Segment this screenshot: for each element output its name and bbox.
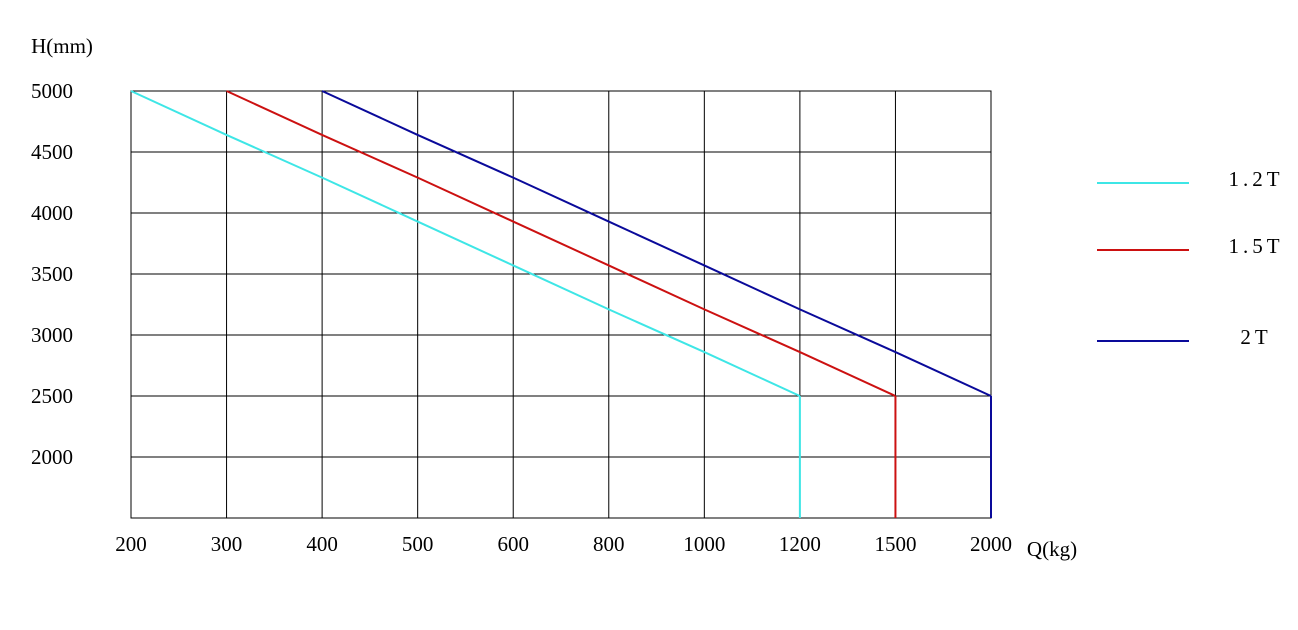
y-tick-label: 2500 (31, 384, 73, 408)
y-tick-label: 5000 (31, 79, 73, 103)
x-tick-label: 2000 (970, 532, 1012, 556)
x-tick-label: 600 (497, 532, 529, 556)
series-line (321, 90, 992, 397)
x-tick-label: 1200 (779, 532, 821, 556)
x-tick-label: 500 (402, 532, 434, 556)
legend-label: 1.5T (1228, 234, 1283, 258)
y-tick-label: 4500 (31, 140, 73, 164)
series-line (130, 90, 801, 397)
y-tick-label: 2000 (31, 445, 73, 469)
x-tick-label: 200 (115, 532, 147, 556)
legend-label: 2T (1240, 325, 1271, 349)
series-line (226, 90, 896, 397)
y-tick-label: 3000 (31, 323, 73, 347)
x-tick-label: 400 (306, 532, 338, 556)
y-axis-label: H(mm) (31, 34, 93, 58)
y-tick-label: 4000 (31, 201, 73, 225)
x-tick-label: 1500 (874, 532, 916, 556)
y-tick-label: 3500 (31, 262, 73, 286)
x-axis-label: Q(kg) (1027, 537, 1077, 561)
legend-label: 1.2T (1228, 167, 1283, 191)
x-tick-label: 300 (211, 532, 243, 556)
x-tick-label: 1000 (683, 532, 725, 556)
x-tick-label: 800 (593, 532, 625, 556)
